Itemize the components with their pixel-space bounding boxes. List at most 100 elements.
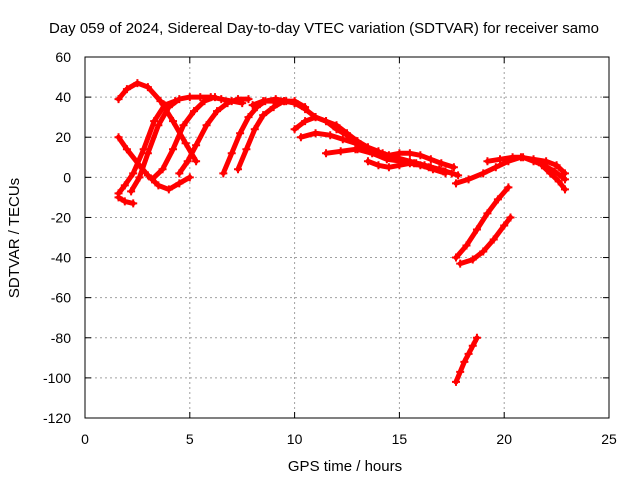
data-point — [416, 161, 425, 170]
data-point — [384, 151, 393, 160]
series-arc-15 — [363, 157, 450, 178]
chart-title: Day 059 of 2024, Sidereal Day-to-day VTE… — [49, 20, 599, 37]
data-point — [504, 183, 513, 192]
data-point — [483, 157, 492, 166]
data-point — [114, 95, 123, 104]
data-point — [338, 135, 347, 144]
series-arc-19 — [537, 161, 569, 194]
data-point — [154, 181, 163, 190]
y-tick-label: -60 — [51, 290, 71, 306]
data-point — [508, 153, 517, 162]
data-point — [395, 149, 404, 158]
y-tick-label: 60 — [55, 49, 71, 65]
data-point — [311, 129, 320, 138]
data-point — [468, 255, 477, 264]
y-tick-label: -120 — [43, 410, 71, 426]
x-tick-label: 20 — [496, 431, 512, 447]
series-track — [539, 162, 568, 192]
data-point — [462, 241, 471, 250]
data-point — [416, 151, 425, 160]
data-point — [200, 97, 209, 106]
data-point — [244, 95, 253, 104]
data-point — [395, 161, 404, 170]
data-point — [456, 367, 465, 376]
series-arc-1 — [114, 79, 201, 166]
data-point — [234, 165, 243, 174]
data-layer — [114, 79, 569, 386]
data-point — [164, 103, 173, 112]
data-point — [560, 185, 569, 194]
data-point — [343, 131, 351, 140]
data-point — [363, 157, 372, 166]
data-point — [148, 175, 157, 184]
data-point — [120, 197, 129, 206]
data-point — [332, 125, 341, 134]
data-point — [196, 93, 205, 102]
data-point — [234, 95, 243, 104]
data-point — [464, 349, 473, 358]
x-tick-label: 0 — [81, 431, 89, 447]
series-track — [453, 335, 480, 385]
data-point — [135, 173, 144, 182]
data-point — [368, 149, 377, 158]
data-point — [120, 181, 129, 190]
data-point — [322, 149, 331, 158]
data-point — [483, 209, 492, 218]
y-tick-label: -40 — [51, 250, 71, 266]
y-tick-label: 40 — [55, 89, 71, 105]
data-point — [311, 113, 320, 122]
plot-frame — [84, 56, 610, 419]
data-point — [441, 169, 450, 178]
y-tick-label: 0 — [63, 169, 71, 185]
data-point — [322, 117, 331, 126]
data-point — [426, 155, 435, 164]
series-arc-4 — [114, 193, 138, 208]
data-point — [460, 357, 469, 366]
data-point — [451, 377, 460, 386]
data-point — [244, 113, 253, 122]
data-point — [156, 97, 165, 106]
data-point — [472, 225, 481, 234]
data-point — [181, 139, 190, 148]
data-point — [468, 341, 477, 350]
data-point — [227, 149, 236, 158]
data-point — [464, 175, 473, 184]
data-point — [185, 93, 194, 102]
data-point — [122, 145, 131, 154]
data-point — [192, 157, 201, 166]
data-point — [175, 95, 184, 104]
series-arc-8 — [219, 95, 299, 178]
data-point — [154, 121, 163, 130]
data-point — [546, 169, 555, 178]
data-point — [213, 107, 222, 116]
data-point — [519, 153, 528, 162]
data-point — [479, 169, 488, 178]
data-point — [437, 159, 446, 168]
data-point — [236, 129, 245, 138]
data-point — [493, 195, 502, 204]
series-track — [220, 96, 298, 176]
data-point — [290, 99, 299, 108]
data-point — [248, 101, 257, 110]
y-tick-label: -100 — [43, 370, 71, 386]
series-arc-21 — [456, 213, 515, 268]
x-axis-label: GPS time / hours — [288, 458, 402, 475]
data-point — [250, 125, 259, 134]
data-point — [169, 117, 178, 126]
data-point — [129, 169, 138, 178]
data-point — [479, 247, 488, 256]
data-point — [500, 221, 509, 230]
data-point — [428, 165, 437, 174]
data-point — [129, 199, 138, 208]
series-arc-20 — [451, 183, 513, 262]
data-point — [175, 169, 184, 178]
x-tick-label: 15 — [392, 431, 408, 447]
data-point — [326, 131, 335, 140]
data-point — [529, 157, 538, 166]
data-point — [114, 193, 123, 202]
data-point — [472, 333, 481, 342]
data-point — [405, 149, 414, 158]
data-point — [405, 159, 414, 168]
data-point — [506, 213, 515, 222]
